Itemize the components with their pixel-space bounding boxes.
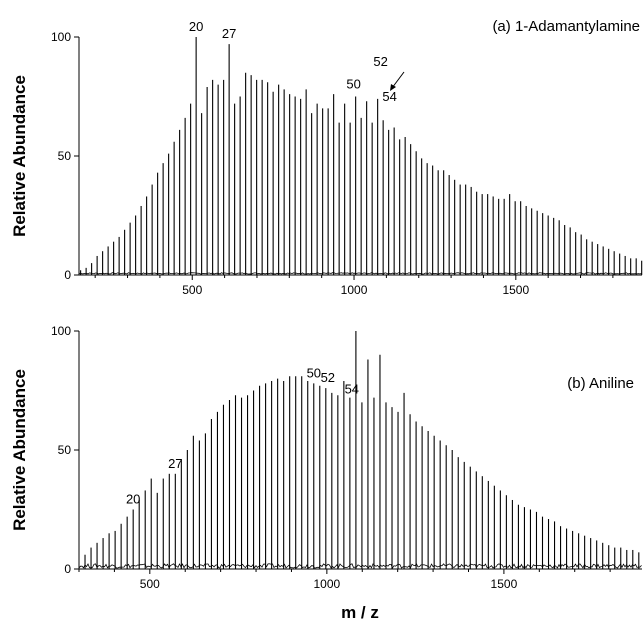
peak-label: 52: [373, 54, 387, 69]
peak-label: 20: [126, 492, 140, 507]
panel-b-peaks: [84, 331, 640, 569]
peak-label: 27: [222, 26, 236, 41]
y-tick-label: 50: [58, 149, 72, 163]
peak-label: 50: [307, 365, 321, 380]
y-tick-label: 0: [64, 562, 71, 576]
peak-label: 50: [346, 77, 360, 92]
panel-b-title: (b) Aniline: [567, 375, 634, 392]
x-tick-label: 1500: [502, 283, 529, 297]
y-tick-label: 100: [51, 30, 71, 44]
x-tick-label: 500: [140, 577, 160, 591]
x-tick-label: 1000: [314, 577, 341, 591]
x-tick-label: 1500: [491, 577, 518, 591]
x-tick-label: 1000: [341, 283, 368, 297]
panel-a-y-axis-title: Relative Abundance: [10, 75, 29, 237]
panel-b-x-axis-title: m / z: [341, 603, 379, 622]
peak-label: 52: [321, 370, 335, 385]
panel-a-y-ticks: 0 50 100: [51, 30, 79, 282]
peak-label: 20: [189, 19, 203, 34]
panel-b-x-ticks: 500 1000 1500: [78, 569, 611, 591]
panel-b-y-ticks: 0 50 100: [51, 324, 79, 576]
panel-b-peak-labels: 20 27 50 52 54: [126, 365, 359, 506]
panel-b-y-axis-title: Relative Abundance: [10, 369, 29, 531]
panel-a-arrow: [390, 71, 405, 91]
y-tick-label: 50: [58, 443, 72, 457]
panel-a-title: (a) 1-Adamantylamine: [492, 18, 640, 35]
y-tick-label: 100: [51, 324, 71, 338]
panel-a-peaks: [80, 37, 643, 275]
peak-label: 27: [168, 456, 182, 471]
panel-a-x-ticks: 500 1000 1500: [94, 275, 614, 297]
peak-label: 54: [345, 381, 359, 396]
panel-a: 0 50 100 500 1000 1500 20 27 50 52 54 (a) 1-Adam…: [10, 18, 643, 297]
peak-label: 54: [382, 89, 396, 104]
panel-b-noise-baseline: [78, 563, 642, 569]
y-tick-label: 0: [64, 268, 71, 282]
x-tick-label: 500: [182, 283, 202, 297]
baseline-noise-line: [78, 563, 642, 569]
panel-a-peak-labels: 20 27 50 52 54: [189, 19, 397, 104]
